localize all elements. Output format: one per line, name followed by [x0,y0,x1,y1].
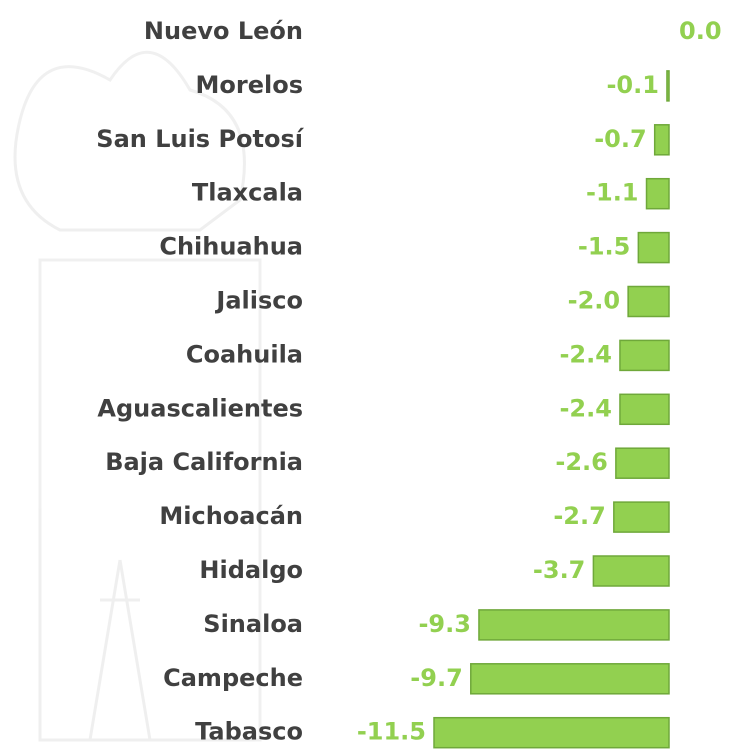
category-label: Michoacán [159,502,303,530]
background-art [13,51,262,742]
bar [470,663,670,695]
category-label: San Luis Potosí [96,125,304,153]
category-label: Baja California [105,448,303,476]
category-label: Nuevo León [144,17,303,45]
category-label: Coahuila [186,340,303,368]
category-label: Morelos [196,71,303,99]
bar [613,501,670,533]
value-label: -9.7 [410,664,462,692]
value-label: -2.0 [568,287,620,315]
category-label: Aguascalientes [97,394,303,422]
category-label: Tlaxcala [192,179,303,207]
value-label: -2.4 [559,394,611,422]
value-label: -2.7 [553,502,605,530]
value-label: -2.6 [555,448,607,476]
value-label: -1.1 [586,179,638,207]
category-label: Chihuahua [159,233,303,261]
value-label: -0.1 [606,71,658,99]
bar [627,285,670,318]
value-label: -3.7 [533,556,585,584]
value-label: -1.5 [578,233,630,261]
value-label: -9.3 [418,610,470,638]
bar [619,393,670,426]
value-label: 0.0 [679,17,722,45]
bar [433,716,670,749]
bar [637,231,670,264]
category-label: Hidalgo [199,556,303,584]
bar [615,447,670,479]
bar [478,609,670,641]
bar [592,555,670,587]
value-label: -2.4 [559,340,611,368]
category-label: Sinaloa [203,610,303,638]
bar [666,70,670,102]
bar [645,177,670,210]
value-label: -0.7 [594,125,646,153]
category-label: Tabasco [195,718,303,746]
category-label: Campeche [163,664,303,692]
bar [653,124,670,156]
bar [619,339,670,372]
category-label: Jalisco [214,287,303,315]
value-label: -11.5 [357,718,426,746]
